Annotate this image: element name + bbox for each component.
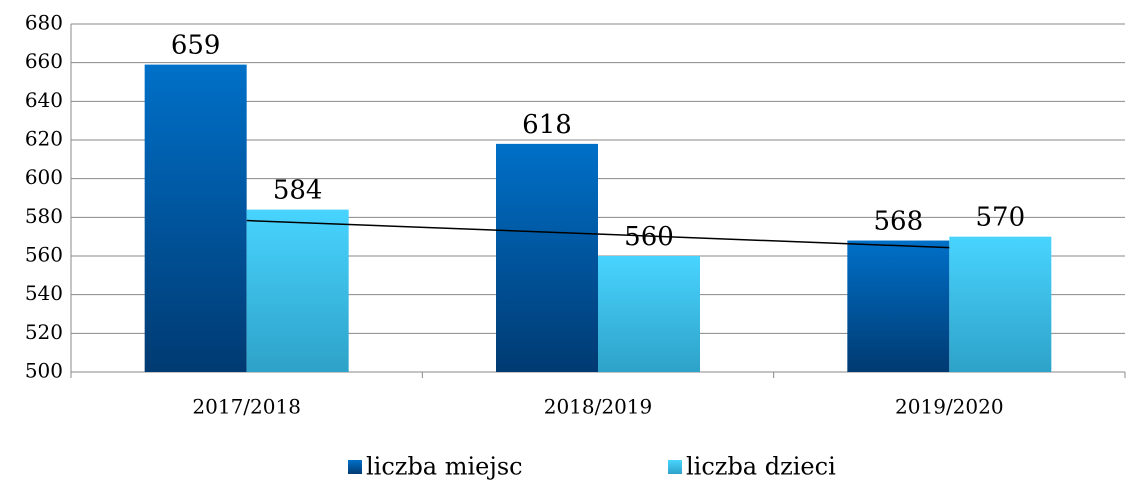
y-tick-label: 600 (25, 165, 63, 189)
value-label: 584 (273, 176, 323, 206)
y-tick-label: 620 (25, 127, 63, 151)
legend-swatch (348, 460, 362, 474)
value-label: 568 (874, 207, 924, 237)
y-tick-label: 540 (25, 281, 63, 305)
y-tick-label: 680 (25, 11, 63, 35)
value-label: 618 (522, 110, 572, 140)
value-label: 570 (976, 203, 1026, 233)
bar (496, 143, 598, 372)
y-tick-label: 640 (25, 88, 63, 112)
bar (949, 236, 1052, 372)
bar (246, 209, 349, 372)
y-tick-label: 660 (25, 49, 63, 73)
value-label: 659 (171, 31, 221, 61)
y-tick-label: 520 (25, 320, 63, 344)
x-tick-label: 2019/2020 (895, 395, 1004, 419)
bar (598, 256, 700, 372)
trendline (246, 219, 950, 249)
legend-swatch (668, 460, 682, 474)
legend-label: liczba dzieci (686, 453, 836, 481)
y-tick-label: 580 (25, 204, 63, 228)
y-tick-label: 500 (25, 359, 63, 383)
y-tick-label: 560 (25, 243, 63, 267)
bar (847, 240, 950, 372)
x-tick-label: 2018/2019 (544, 395, 653, 419)
legend-label: liczba miejsc (366, 453, 523, 481)
bar (144, 64, 247, 372)
x-tick-label: 2017/2018 (192, 395, 301, 419)
